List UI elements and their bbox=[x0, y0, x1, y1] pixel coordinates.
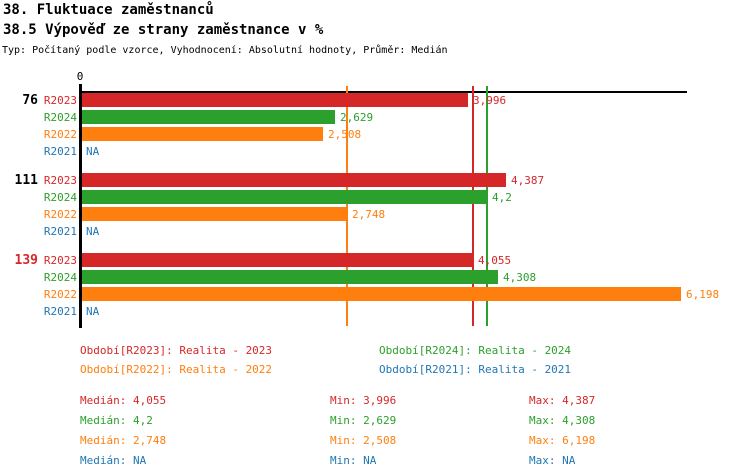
value-label-76-R2024: 2,629 bbox=[340, 111, 374, 124]
x-axis-line bbox=[80, 91, 687, 93]
r2024-median-line bbox=[486, 86, 488, 326]
series-label-111-R2023: R2023 bbox=[43, 174, 77, 187]
r2023-median-line bbox=[472, 86, 474, 326]
bar-111-R2024 bbox=[82, 190, 487, 204]
stat-median-r2024: Medián: 4,2 bbox=[80, 414, 153, 427]
na-label-76-R2021: NA bbox=[86, 145, 100, 158]
legend-item-r2024: Období[R2024]: Realita - 2024 bbox=[379, 344, 572, 357]
stat-median-r2021: Medián: NA bbox=[80, 454, 147, 467]
r2022-median-line bbox=[346, 86, 348, 326]
series-label-76-R2021: R2021 bbox=[43, 145, 77, 158]
group-label-139: 139 bbox=[14, 253, 38, 268]
stat-min-r2021: Min: NA bbox=[330, 454, 377, 467]
bar-111-R2022 bbox=[82, 207, 347, 221]
value-label-111-R2022: 2,748 bbox=[352, 208, 386, 221]
legend-item-r2023: Období[R2023]: Realita - 2023 bbox=[80, 344, 273, 357]
series-label-111-R2022: R2022 bbox=[43, 208, 77, 221]
meta-line: Typ: Počítaný podle vzorce, Vyhodnocení:… bbox=[2, 45, 448, 56]
bar-139-R2024 bbox=[82, 270, 498, 284]
bar-76-R2023 bbox=[82, 93, 468, 107]
series-label-139-R2022: R2022 bbox=[43, 288, 77, 301]
stat-min-r2023: Min: 3,996 bbox=[330, 394, 397, 407]
group-label-111: 111 bbox=[14, 173, 38, 188]
legend-item-r2022: Období[R2022]: Realita - 2022 bbox=[80, 363, 273, 376]
bar-76-R2022 bbox=[82, 127, 323, 141]
value-label-139-R2023: 4,055 bbox=[478, 254, 512, 267]
series-label-76-R2022: R2022 bbox=[43, 128, 77, 141]
na-label-111-R2021: NA bbox=[86, 225, 100, 238]
stat-min-r2022: Min: 2,508 bbox=[330, 434, 397, 447]
y-axis-line bbox=[79, 84, 82, 328]
value-label-139-R2022: 6,198 bbox=[686, 288, 720, 301]
value-label-76-R2022: 2,508 bbox=[328, 128, 362, 141]
legend-item-r2021: Období[R2021]: Realita - 2021 bbox=[379, 363, 572, 376]
chart-area: 0 76 R2023 3,996 R2024 2,629 R2022 2,508 R2021 N… bbox=[14, 70, 720, 328]
page-subtitle: 38.5 Výpověď ze strany zaměstnance v % bbox=[3, 22, 324, 38]
bar-111-R2023 bbox=[82, 173, 506, 187]
series-label-76-R2024: R2024 bbox=[43, 111, 77, 124]
stat-max-r2021: Max: NA bbox=[529, 454, 576, 467]
group-label-76: 76 bbox=[22, 93, 38, 108]
stat-median-r2022: Medián: 2,748 bbox=[80, 434, 167, 447]
series-label-139-R2024: R2024 bbox=[43, 271, 77, 284]
value-label-76-R2023: 3,996 bbox=[473, 94, 507, 107]
stat-max-r2024: Max: 4,308 bbox=[529, 414, 596, 427]
series-label-76-R2023: R2023 bbox=[43, 94, 77, 107]
bar-76-R2024 bbox=[82, 110, 335, 124]
stat-min-r2024: Min: 2,629 bbox=[330, 414, 397, 427]
series-label-139-R2021: R2021 bbox=[43, 305, 77, 318]
series-label-111-R2021: R2021 bbox=[43, 225, 77, 238]
series-label-111-R2024: R2024 bbox=[43, 191, 77, 204]
value-label-139-R2024: 4,308 bbox=[503, 271, 537, 284]
value-label-111-R2023: 4,387 bbox=[511, 174, 545, 187]
stat-max-r2022: Max: 6,198 bbox=[529, 434, 596, 447]
na-label-139-R2021: NA bbox=[86, 305, 100, 318]
stat-median-r2023: Medián: 4,055 bbox=[80, 394, 167, 407]
bar-139-R2022 bbox=[82, 287, 681, 301]
series-label-139-R2023: R2023 bbox=[43, 254, 77, 267]
page-title: 38. Fluktuace zaměstnanců bbox=[3, 2, 214, 18]
bar-139-R2023 bbox=[82, 253, 473, 267]
x-axis-zero-label: 0 bbox=[76, 70, 84, 83]
stat-max-r2023: Max: 4,387 bbox=[529, 394, 596, 407]
value-label-111-R2024: 4,2 bbox=[492, 191, 512, 204]
